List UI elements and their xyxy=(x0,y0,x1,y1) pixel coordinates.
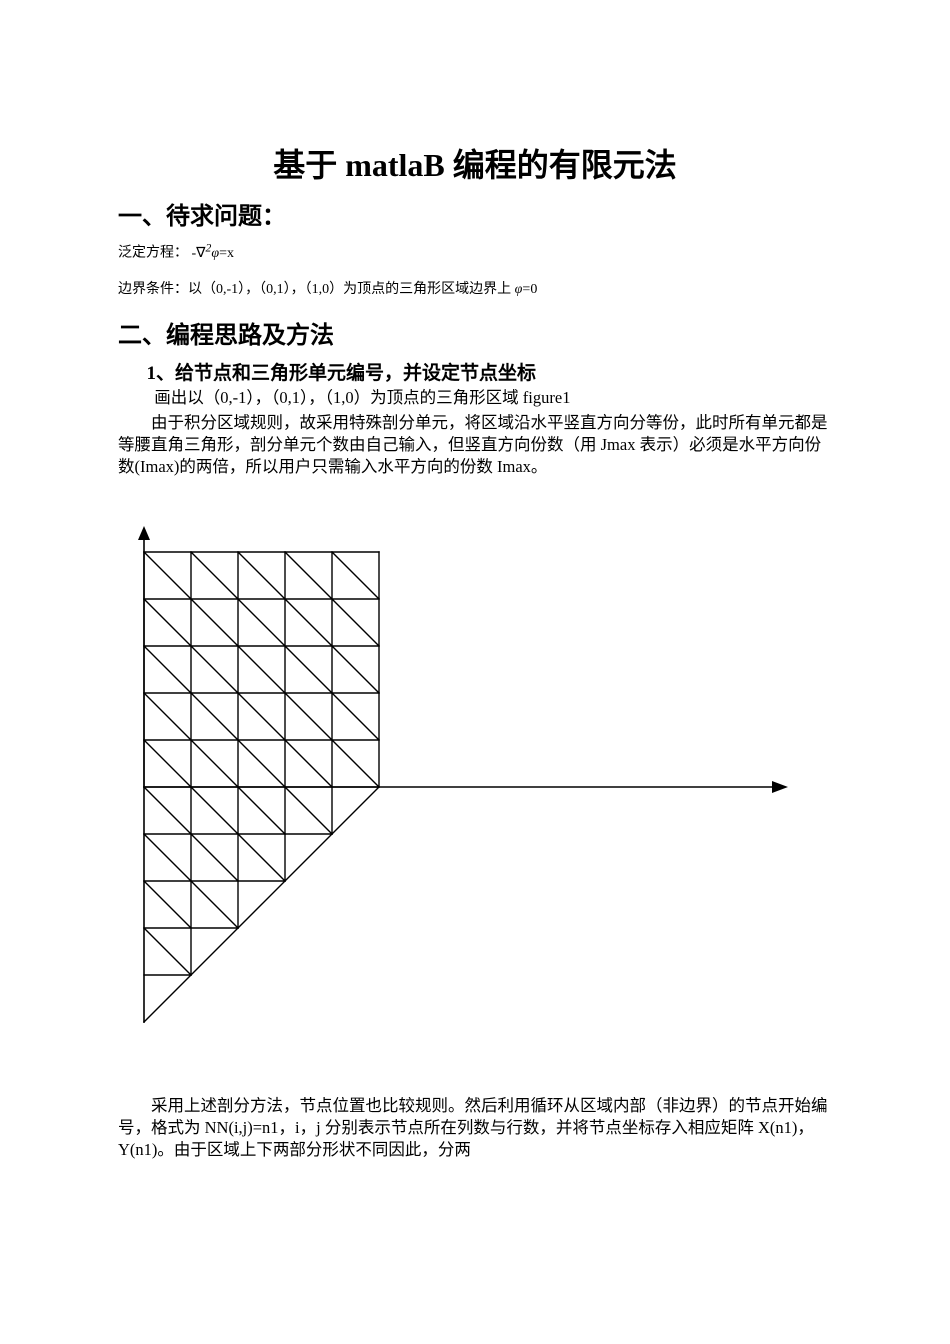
section-1-heading: 一、待求问题： xyxy=(118,196,832,231)
pde-line: 泛定方程： -∇2φ=x xyxy=(118,239,832,265)
mesh-diagram xyxy=(118,497,832,1077)
eq-eqx: =x xyxy=(219,246,234,261)
paragraph-3: 采用上述剖分方法，节点位置也比较规则。然后利用循环从区域内部（非边界）的节点开始… xyxy=(118,1095,832,1162)
mesh-svg xyxy=(118,497,798,1077)
eq-prefix: -∇ xyxy=(192,246,206,261)
pde-equation: -∇2φ=x xyxy=(192,246,235,261)
title-prefix: 基于 xyxy=(273,147,345,183)
bc-text: 边界条件：以（0,-1），（0,1），（1,0）为顶点的三角形区域边界上 xyxy=(118,282,511,297)
paragraph-1: 画出以（0,-1），（0,1），（1,0）为顶点的三角形区域 figure1 xyxy=(118,387,832,409)
paragraph-2: 由于积分区域规则，故采用特殊剖分单元，将区域沿水平竖直方向分等份，此时所有单元都… xyxy=(118,412,832,479)
page-title: 基于 matlaB 编程的有限元法 xyxy=(118,140,832,186)
title-latin: matlaB xyxy=(345,147,445,183)
bc-line: 边界条件：以（0,-1），（0,1），（1,0）为顶点的三角形区域边界上 φ=0 xyxy=(118,279,832,301)
bc-eq0: =0 xyxy=(522,282,537,297)
section-2-1-heading: 1、给节点和三角形单元编号，并设定节点坐标 xyxy=(118,358,832,385)
section-2-heading: 二、编程思路及方法 xyxy=(118,315,832,350)
eq-phi: φ xyxy=(211,246,219,261)
title-suffix: 编程的有限元法 xyxy=(445,147,677,183)
bc-eq: φ=0 xyxy=(515,282,538,297)
pde-label: 泛定方程： xyxy=(118,246,188,261)
